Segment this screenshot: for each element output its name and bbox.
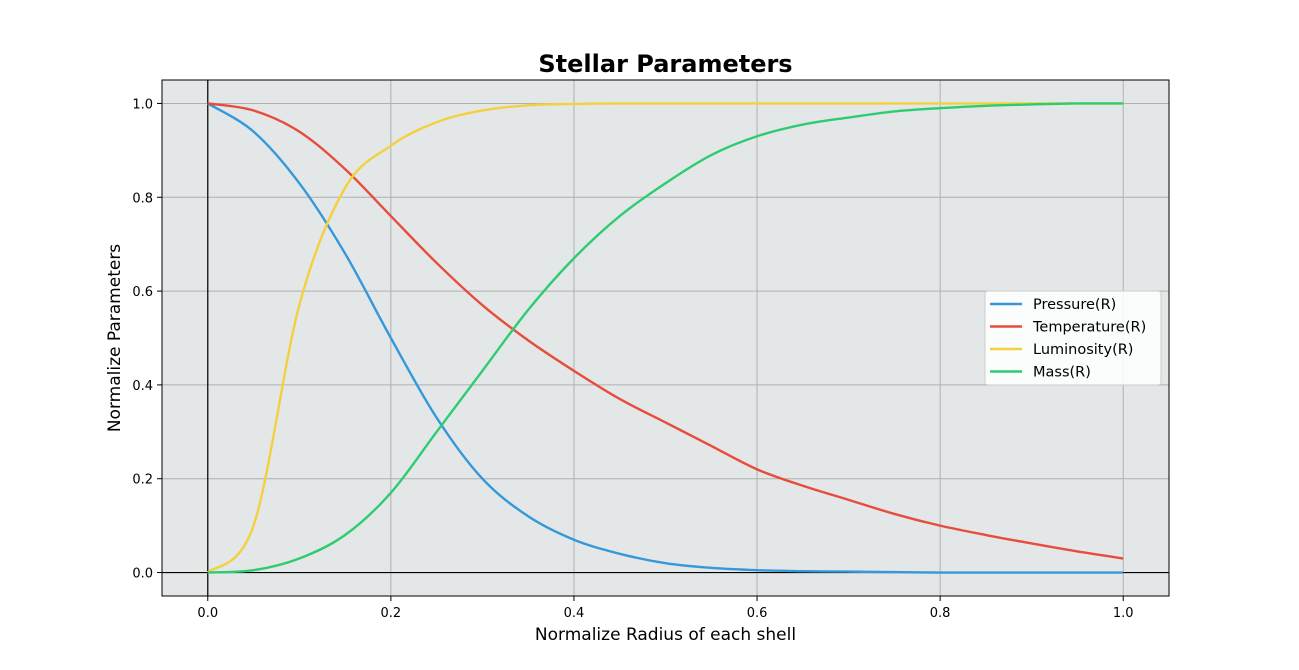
series-line-1	[207, 102, 1124, 560]
y-tick-label: 0.0	[132, 567, 153, 582]
series-line-0	[207, 102, 1124, 574]
plot-frame	[161, 79, 1170, 597]
legend-box	[984, 290, 1162, 386]
series-line-3	[207, 102, 1124, 574]
legend-label-1: Temperature(R)	[1032, 320, 1146, 336]
y-tick-label: 1.0	[132, 97, 153, 112]
x-tick-label: 0.2	[381, 606, 402, 621]
series-line-2	[206, 102, 1124, 574]
chart-title: Stellar Parameters	[538, 50, 792, 78]
x-tick-label: 0.6	[747, 606, 768, 621]
x-tick-label: 0.8	[930, 606, 951, 621]
ticks: 0.0 0.2 0.4 0.6 0.8 1.0 0.0 0.2 0.4 0.6 0.8 1.0	[132, 97, 1133, 621]
x-tick-label: 0.4	[564, 606, 585, 621]
y-tick-label: 0.4	[132, 379, 153, 394]
y-axis-title: Normalize Parameters	[105, 244, 125, 432]
series-lines	[206, 102, 1124, 574]
y-tick-label: 0.2	[132, 473, 153, 488]
y-tick-label: 0.6	[132, 285, 153, 300]
x-tick-label: 0.0	[197, 606, 218, 621]
legend-label-2: Luminosity(R)	[1033, 342, 1133, 358]
y-tick-label: 0.8	[132, 191, 153, 206]
legend-label-3: Mass(R)	[1033, 365, 1091, 381]
legend: Pressure(R) Temperature(R) Luminosity(R) Ma…	[984, 290, 1162, 386]
legend-label-0: Pressure(R)	[1033, 297, 1116, 313]
x-axis-title: Normalize Radius of each shell	[535, 625, 796, 645]
x-tick-label: 1.0	[1113, 606, 1134, 621]
